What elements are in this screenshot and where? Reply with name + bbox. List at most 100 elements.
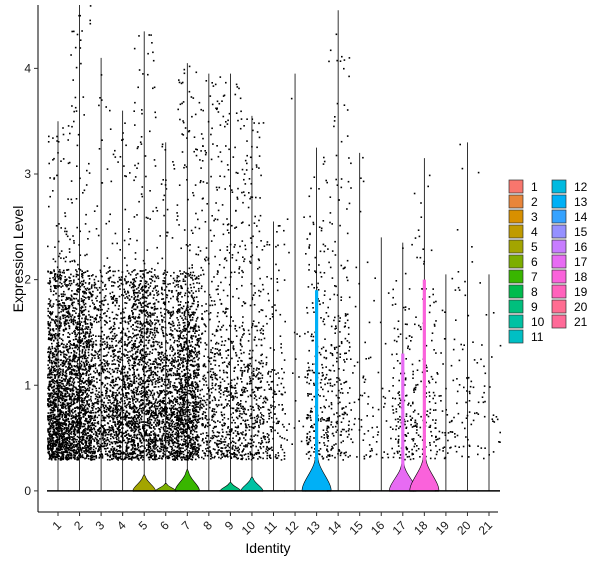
violin-9 — [219, 73, 242, 492]
x-tick-label: 14 — [325, 518, 345, 538]
legend-item-6: 6 — [508, 254, 538, 269]
violin-12 — [284, 73, 307, 492]
points-cluster-10 — [241, 118, 265, 461]
legend-label: 6 — [531, 255, 538, 269]
legend-label: 13 — [574, 195, 588, 209]
points-cluster-1 — [47, 125, 71, 461]
points-cluster-15 — [348, 156, 372, 460]
legend-label: 16 — [574, 240, 588, 254]
legend-item-8: 8 — [508, 284, 538, 299]
x-tick-label: 3 — [93, 518, 108, 533]
legend-label: 5 — [531, 240, 538, 254]
legend-swatch — [551, 299, 567, 314]
points-cluster-19 — [435, 277, 459, 460]
x-tick-label: 11 — [261, 518, 280, 537]
x-tick-label: 5 — [136, 518, 151, 533]
violin-15 — [348, 152, 371, 492]
points-cluster-11 — [262, 225, 286, 461]
x-tick-label: 6 — [157, 518, 172, 533]
legend-item-11: 11 — [508, 329, 544, 344]
legend-label: 10 — [531, 315, 545, 329]
x-tick-label: 16 — [368, 518, 388, 538]
x-tick-label: 8 — [200, 518, 215, 533]
legend-swatch — [508, 284, 524, 299]
x-tick-label: 15 — [346, 518, 366, 538]
y-tick-label: 1 — [24, 378, 31, 392]
violin-10 — [240, 115, 264, 492]
legend-swatch — [551, 224, 567, 239]
legend-swatch — [551, 269, 567, 284]
points-cluster-6 — [154, 143, 179, 461]
legend-swatch — [508, 194, 524, 209]
legend-swatch — [551, 284, 567, 299]
legend-item-2: 2 — [508, 194, 538, 209]
legend-item-19: 19 — [551, 284, 588, 299]
legend-label: 19 — [574, 285, 588, 299]
legend-item-17: 17 — [551, 254, 588, 269]
legend-label: 15 — [574, 225, 588, 239]
legend-label: 7 — [531, 270, 538, 284]
legend-swatch — [551, 179, 567, 194]
violin-1 — [47, 121, 69, 492]
violin-5 — [132, 31, 156, 492]
violin-2 — [68, 5, 91, 492]
points-cluster-7 — [176, 65, 200, 461]
points-cluster-21 — [479, 282, 502, 460]
legend-swatch — [551, 314, 567, 329]
legend-item-16: 16 — [551, 239, 588, 254]
legend-swatch — [508, 224, 524, 239]
legend-label: 20 — [574, 300, 588, 314]
points-cluster-9 — [219, 76, 243, 460]
violin-8 — [197, 73, 220, 492]
legend-swatch — [551, 239, 567, 254]
legend-label: 17 — [574, 255, 588, 269]
legend-label: 12 — [574, 180, 588, 194]
points-cluster-20 — [456, 143, 480, 458]
legend-item-15: 15 — [551, 224, 588, 239]
x-tick-label: 12 — [282, 518, 302, 538]
points-cluster-12 — [286, 97, 307, 445]
legend-label: 14 — [574, 210, 588, 224]
points-cluster-16 — [370, 277, 394, 459]
x-tick-label: 4 — [114, 518, 129, 533]
legend-item-5: 5 — [508, 239, 538, 254]
x-tick-label: 17 — [390, 518, 410, 538]
legend-label: 21 — [574, 315, 588, 329]
x-tick-label: 19 — [433, 518, 453, 538]
x-tick-label: 20 — [454, 518, 474, 538]
points-cluster-4 — [111, 122, 136, 461]
legend-item-18: 18 — [551, 269, 588, 284]
legend-label: 9 — [531, 300, 538, 314]
legend-label: 8 — [531, 285, 538, 299]
legend-item-20: 20 — [551, 299, 588, 314]
legend-item-12: 12 — [551, 179, 588, 194]
x-tick-label: 9 — [222, 518, 237, 533]
x-tick-label: 10 — [239, 518, 259, 538]
legend-item-10: 10 — [508, 314, 545, 329]
points-cluster-14 — [327, 33, 351, 461]
violin-14 — [327, 10, 350, 492]
points-cluster-5 — [133, 34, 157, 461]
x-axis-title: Identity — [245, 540, 290, 556]
legend-label: 11 — [531, 330, 544, 344]
legend-item-9: 9 — [508, 299, 538, 314]
legend-item-14: 14 — [551, 209, 588, 224]
legend-item-7: 7 — [508, 269, 538, 284]
legend-label: 3 — [531, 210, 538, 224]
legend-item-21: 21 — [551, 314, 588, 329]
x-tick-label: 1 — [49, 518, 64, 533]
legend-item-1: 1 — [508, 179, 538, 194]
legend-swatch — [551, 254, 567, 269]
violin-11 — [262, 221, 285, 492]
violin-16 — [370, 237, 393, 492]
legend-swatch — [508, 329, 524, 344]
violin-7 — [174, 63, 200, 492]
y-tick-label: 0 — [24, 484, 31, 498]
y-tick-label: 2 — [24, 273, 31, 287]
legend-swatch — [508, 269, 524, 284]
violin-6 — [154, 142, 177, 492]
y-axis-title: Expression Level — [10, 206, 26, 313]
